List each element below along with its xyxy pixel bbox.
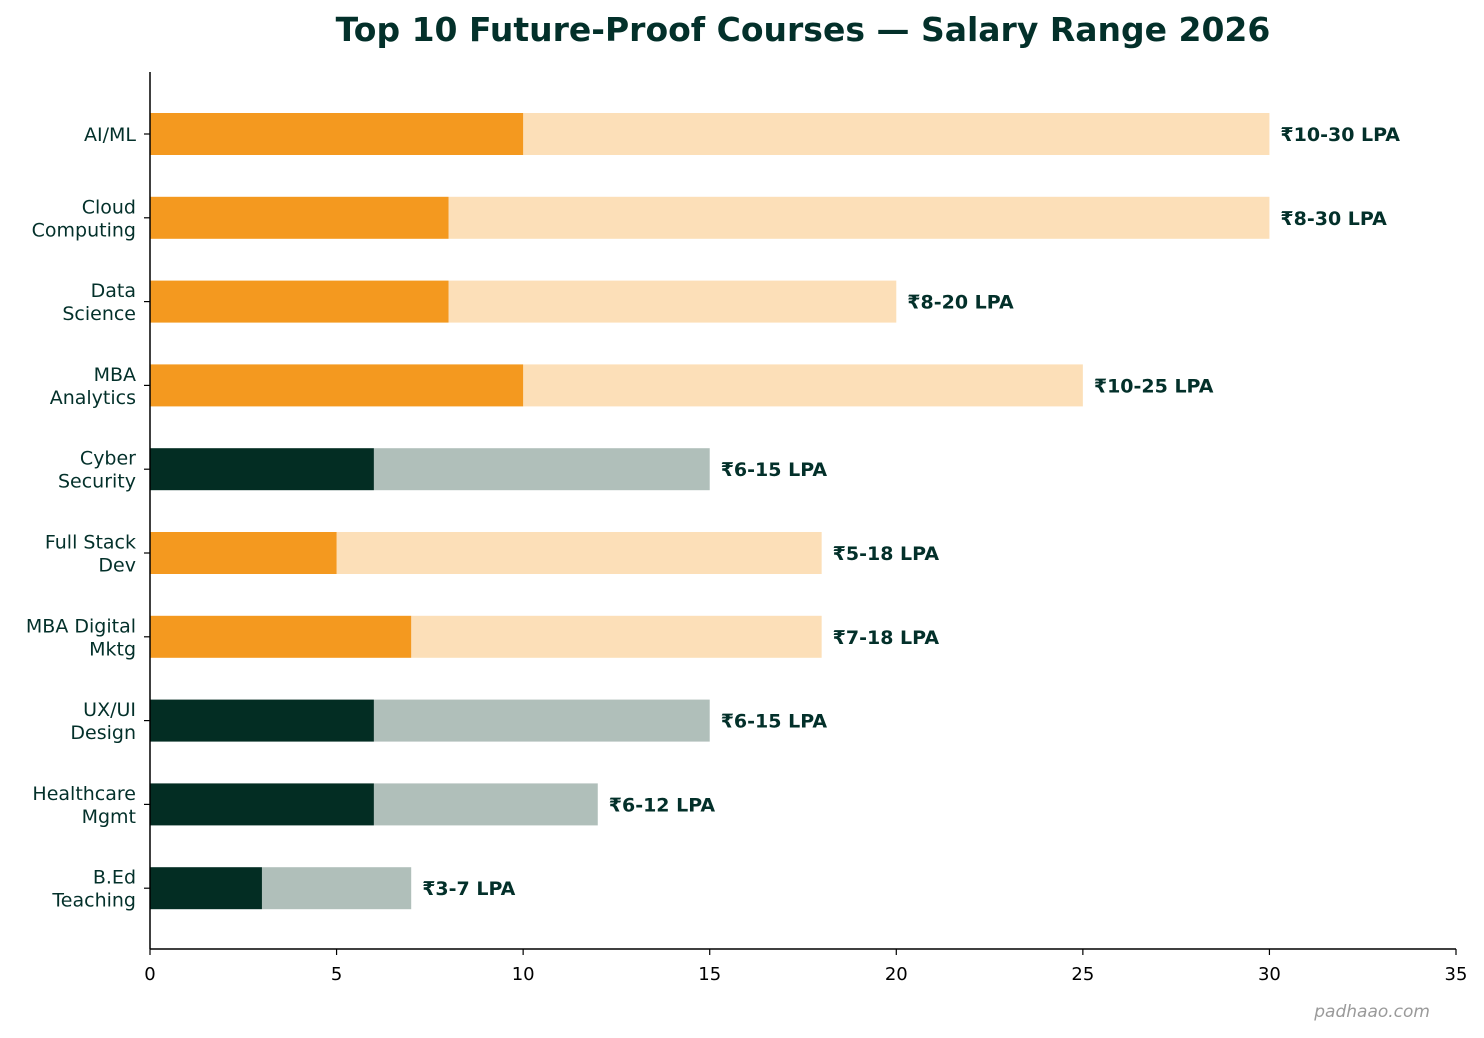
x-tick-label: 20 <box>885 964 908 985</box>
data-label: ₹3-7 LPA <box>422 878 515 900</box>
min-bar <box>150 699 374 742</box>
min-bar <box>150 867 262 910</box>
y-tick-label: Data Science <box>62 280 136 325</box>
data-label: ₹8-20 LPA <box>907 292 1014 314</box>
min-bar <box>150 280 449 323</box>
y-tick-label: AI/ML <box>84 124 136 146</box>
min-bar <box>150 448 374 491</box>
x-tick-label: 15 <box>698 964 721 985</box>
range-bar <box>523 364 1083 407</box>
min-bar <box>150 615 412 658</box>
min-bar <box>150 532 337 574</box>
data-label: ₹7-18 LPA <box>833 627 940 649</box>
x-tick-label: 5 <box>331 964 342 985</box>
y-tick-label: MBA Analytics <box>50 364 136 409</box>
data-label: ₹5-18 LPA <box>833 543 940 565</box>
y-tick-label: Full Stack Dev <box>45 532 136 577</box>
range-bar <box>373 699 710 742</box>
data-label: ₹6-12 LPA <box>609 794 716 816</box>
y-tick-label: UX/UI Design <box>70 699 136 744</box>
data-label: ₹10-25 LPA <box>1094 375 1214 397</box>
y-tick-label: Healthcare Mgmt <box>32 783 136 828</box>
chart-title: Top 10 Future-Proof Courses — Salary Ran… <box>335 10 1271 49</box>
range-bar <box>336 532 822 574</box>
y-tick-label: B.Ed Teaching <box>51 867 136 912</box>
range-bar <box>261 867 412 910</box>
min-bar <box>150 113 524 155</box>
x-tick-label: 30 <box>1258 964 1281 985</box>
x-tick-label: 35 <box>1445 964 1468 985</box>
range-bar <box>411 615 822 658</box>
range-bar <box>373 448 710 491</box>
min-bar <box>150 783 374 826</box>
range-bar <box>448 196 1270 239</box>
min-bar <box>150 196 449 239</box>
data-label: ₹6-15 LPA <box>721 711 828 733</box>
x-tick-label: 10 <box>512 964 535 985</box>
range-bar <box>523 113 1270 155</box>
min-bar <box>150 364 524 407</box>
x-tick-label: 0 <box>144 964 155 985</box>
y-tick-label: MBA Digital Mktg <box>26 615 136 660</box>
data-label: ₹10-30 LPA <box>1280 124 1400 146</box>
y-tick-label: Cloud Computing <box>32 196 136 241</box>
x-tick-label: 25 <box>1071 964 1094 985</box>
y-tick-label: Cyber Security <box>58 448 136 493</box>
data-label: ₹8-30 LPA <box>1280 208 1387 230</box>
data-label: ₹6-15 LPA <box>721 459 828 481</box>
watermark: padhaao.com <box>1314 1002 1430 1022</box>
range-bar <box>373 783 598 826</box>
range-bar <box>448 280 897 323</box>
